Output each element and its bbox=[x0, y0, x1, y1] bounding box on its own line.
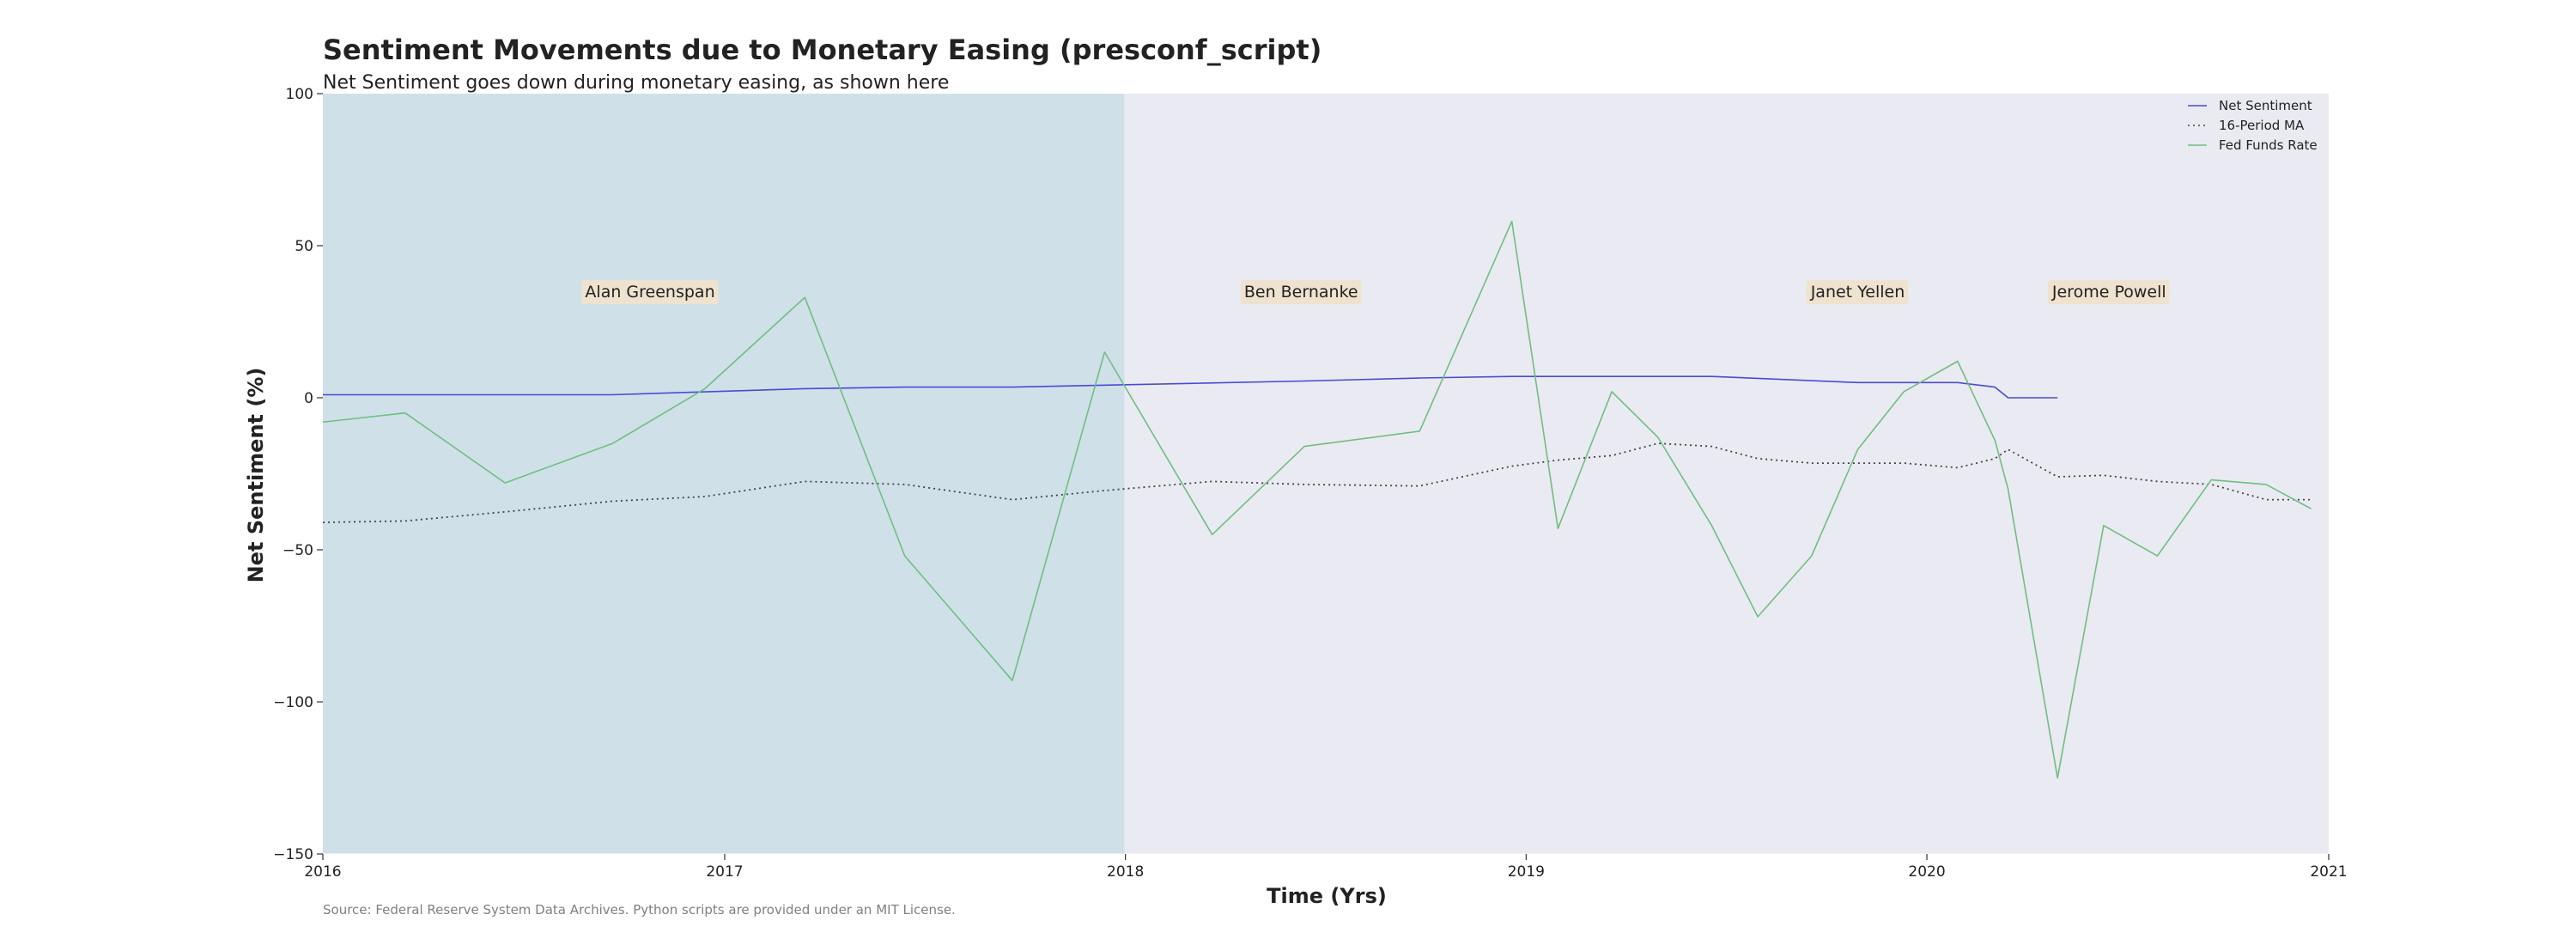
chart-title: Sentiment Movements due to Monetary Easi… bbox=[323, 34, 1321, 66]
x-tick-label: 2018 bbox=[1107, 863, 1144, 881]
y-tick-label: 0 bbox=[304, 390, 313, 407]
y-tick-label: −50 bbox=[283, 542, 313, 559]
source-note: Source: Federal Reserve System Data Arch… bbox=[323, 902, 956, 918]
plot-area: Alan Greenspan Ben Bernanke Janet Yellen Je… bbox=[322, 94, 2329, 854]
series-lines bbox=[322, 220, 2312, 779]
annotation-box bbox=[1806, 280, 1909, 305]
annotation-1: Ben Bernanke bbox=[1240, 280, 1362, 305]
y-tick-label: −100 bbox=[273, 694, 313, 711]
annotation-label: Alan Greenspan bbox=[585, 283, 714, 302]
y-axis-label: Net Sentiment (%) bbox=[244, 368, 268, 583]
series-line-net-sentiment bbox=[323, 375, 2058, 399]
series-line-fed-funds-rate bbox=[322, 220, 2312, 779]
legend-item: Fed Funds Rate bbox=[2188, 137, 2318, 153]
x-tick-label: 2016 bbox=[304, 863, 341, 881]
x-tick-label: 2017 bbox=[706, 863, 743, 881]
legend-label: Fed Funds Rate bbox=[2219, 137, 2318, 153]
x-axis-label: Time (Yrs) bbox=[1267, 884, 1387, 908]
shaded-regions bbox=[323, 94, 1125, 854]
y-tick-label: 100 bbox=[286, 86, 313, 103]
annotation-label: Jerome Powell bbox=[2051, 283, 2166, 302]
annotation-label: Janet Yellen bbox=[1810, 283, 1905, 302]
annotation-2: Janet Yellen bbox=[1806, 280, 1909, 305]
y-tick-label: 50 bbox=[295, 238, 313, 255]
annotation-0: Alan Greenspan bbox=[581, 280, 719, 305]
annotation-box bbox=[2047, 280, 2170, 305]
annotation-box bbox=[581, 280, 719, 305]
y-tick-label: −150 bbox=[273, 846, 313, 863]
annotation-3: Jerome Powell bbox=[2047, 280, 2170, 305]
x-tick-label: 2020 bbox=[1908, 863, 1945, 881]
series-line-16-period-ma bbox=[322, 442, 2312, 523]
x-tick-label: 2019 bbox=[1508, 863, 1545, 881]
legend-label: Net Sentiment bbox=[2219, 98, 2312, 113]
x-tick-label: 2021 bbox=[2310, 863, 2347, 881]
chart-subtitle: Net Sentiment goes down during monetary … bbox=[323, 72, 949, 94]
shaded-region-0 bbox=[323, 94, 1125, 854]
x-axis: 2016 2017 2018 2019 2020 2021 bbox=[304, 853, 2348, 881]
annotation-label: Ben Bernanke bbox=[1244, 283, 1358, 302]
y-axis: 100 50 0 −50 −100 −150 bbox=[273, 86, 323, 863]
legend: Net Sentiment 16-Period MA Fed Funds Rate bbox=[2188, 98, 2318, 153]
legend-label: 16-Period MA bbox=[2219, 118, 2305, 133]
annotations: Alan Greenspan Ben Bernanke Janet Yellen Je… bbox=[581, 280, 2170, 305]
legend-item: Net Sentiment bbox=[2188, 98, 2312, 113]
legend-item: 16-Period MA bbox=[2188, 118, 2305, 133]
annotation-box bbox=[1240, 280, 1362, 305]
